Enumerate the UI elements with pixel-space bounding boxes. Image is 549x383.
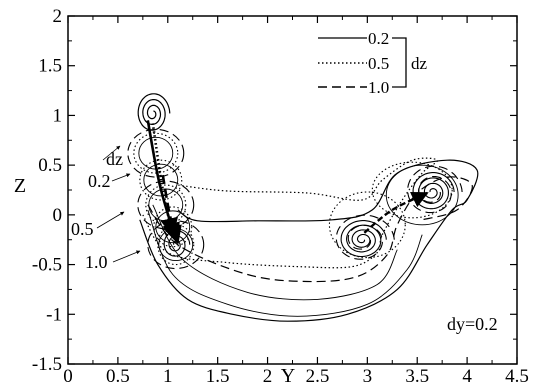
solid-wrap-line-0 — [147, 209, 423, 317]
legend: 0.2 0.5 1.0 dz — [318, 29, 428, 97]
y-tick-label: -0.5 — [32, 255, 62, 276]
left-ring-dashed — [137, 180, 195, 230]
x-tick-label: 3 — [363, 366, 373, 383]
x-tick-label: 2 — [263, 366, 273, 383]
y-tick-label: -1.5 — [32, 354, 62, 375]
x-tick-label: 1.5 — [206, 366, 230, 383]
legend-label-2: 1.0 — [368, 78, 389, 97]
side-dz-label: dz — [106, 149, 123, 169]
axis-ticks: 0 0.5 1 1.5 2 2.5 3 3.5 4 4.5 -1.5 -1 -0.5 0 0.5 1 1.5 2 — [32, 6, 529, 383]
y-tick-label: 0 — [53, 205, 63, 226]
left-ring-dashed — [127, 128, 185, 178]
side-value-2: 1.0 — [85, 252, 108, 272]
x-tick-label: 0 — [63, 366, 73, 383]
series-path-0 — [139, 159, 479, 322]
vortex-right-low-solid — [340, 220, 387, 258]
x-tick-label: 4.5 — [505, 366, 529, 383]
y-tick-label: -1 — [46, 304, 62, 325]
vortex-left-upper-solid — [137, 93, 171, 131]
y-tick-label: 1.5 — [38, 56, 62, 77]
vortex-right-low-dashed — [335, 214, 395, 260]
left-ring-solid — [143, 163, 179, 197]
pointer-arrow-dz — [102, 145, 121, 161]
pointer-arrow-2 — [112, 250, 141, 263]
right-low-ring-dotted — [328, 191, 406, 259]
dy-annotation: dy=0.2 — [447, 314, 498, 334]
y-tick-label: 2 — [53, 6, 63, 27]
x-tick-label: 1 — [163, 366, 173, 383]
x-tick-label: 3.5 — [405, 366, 429, 383]
plot-frame — [67, 15, 518, 365]
series-path-2 — [147, 176, 473, 283]
pointer-arrow-0 — [111, 173, 131, 182]
legend-group-label: dz — [411, 54, 428, 73]
y-axis-title: Z — [14, 175, 26, 197]
legend-label-1: 0.5 — [368, 54, 389, 73]
right-connector-arrow — [363, 191, 429, 234]
left-ring-dotted — [133, 132, 179, 174]
legend-label-0: 0.2 — [368, 29, 389, 48]
left-ring-dotted — [139, 159, 183, 201]
pointer-arrow-1 — [96, 211, 125, 229]
plot-data-layer — [127, 93, 479, 322]
dz-annotations: dz 0.2 0.5 1.0 — [71, 145, 141, 272]
legend-bracket — [392, 37, 407, 88]
x-tick-label: 0.5 — [106, 366, 130, 383]
left-ring-dotted — [153, 206, 193, 248]
side-value-0: 0.2 — [88, 171, 111, 191]
left-ring-dotted — [145, 184, 187, 226]
side-value-1: 0.5 — [71, 219, 94, 239]
series-connector-2 — [161, 174, 182, 245]
solid-wrap-line-1 — [152, 204, 398, 301]
y-tick-label: 0.5 — [38, 155, 62, 176]
x-tick-label: 2.5 — [306, 366, 330, 383]
right-high-ring-dotted — [371, 161, 453, 219]
series-path-1 — [142, 157, 438, 269]
left-ring-dashed — [147, 220, 205, 270]
x-axis-title: Y — [281, 365, 295, 383]
right-high-ring-solid — [385, 164, 459, 226]
x-tick-label: 4 — [462, 366, 472, 383]
y-tick-label: 1 — [53, 105, 63, 126]
